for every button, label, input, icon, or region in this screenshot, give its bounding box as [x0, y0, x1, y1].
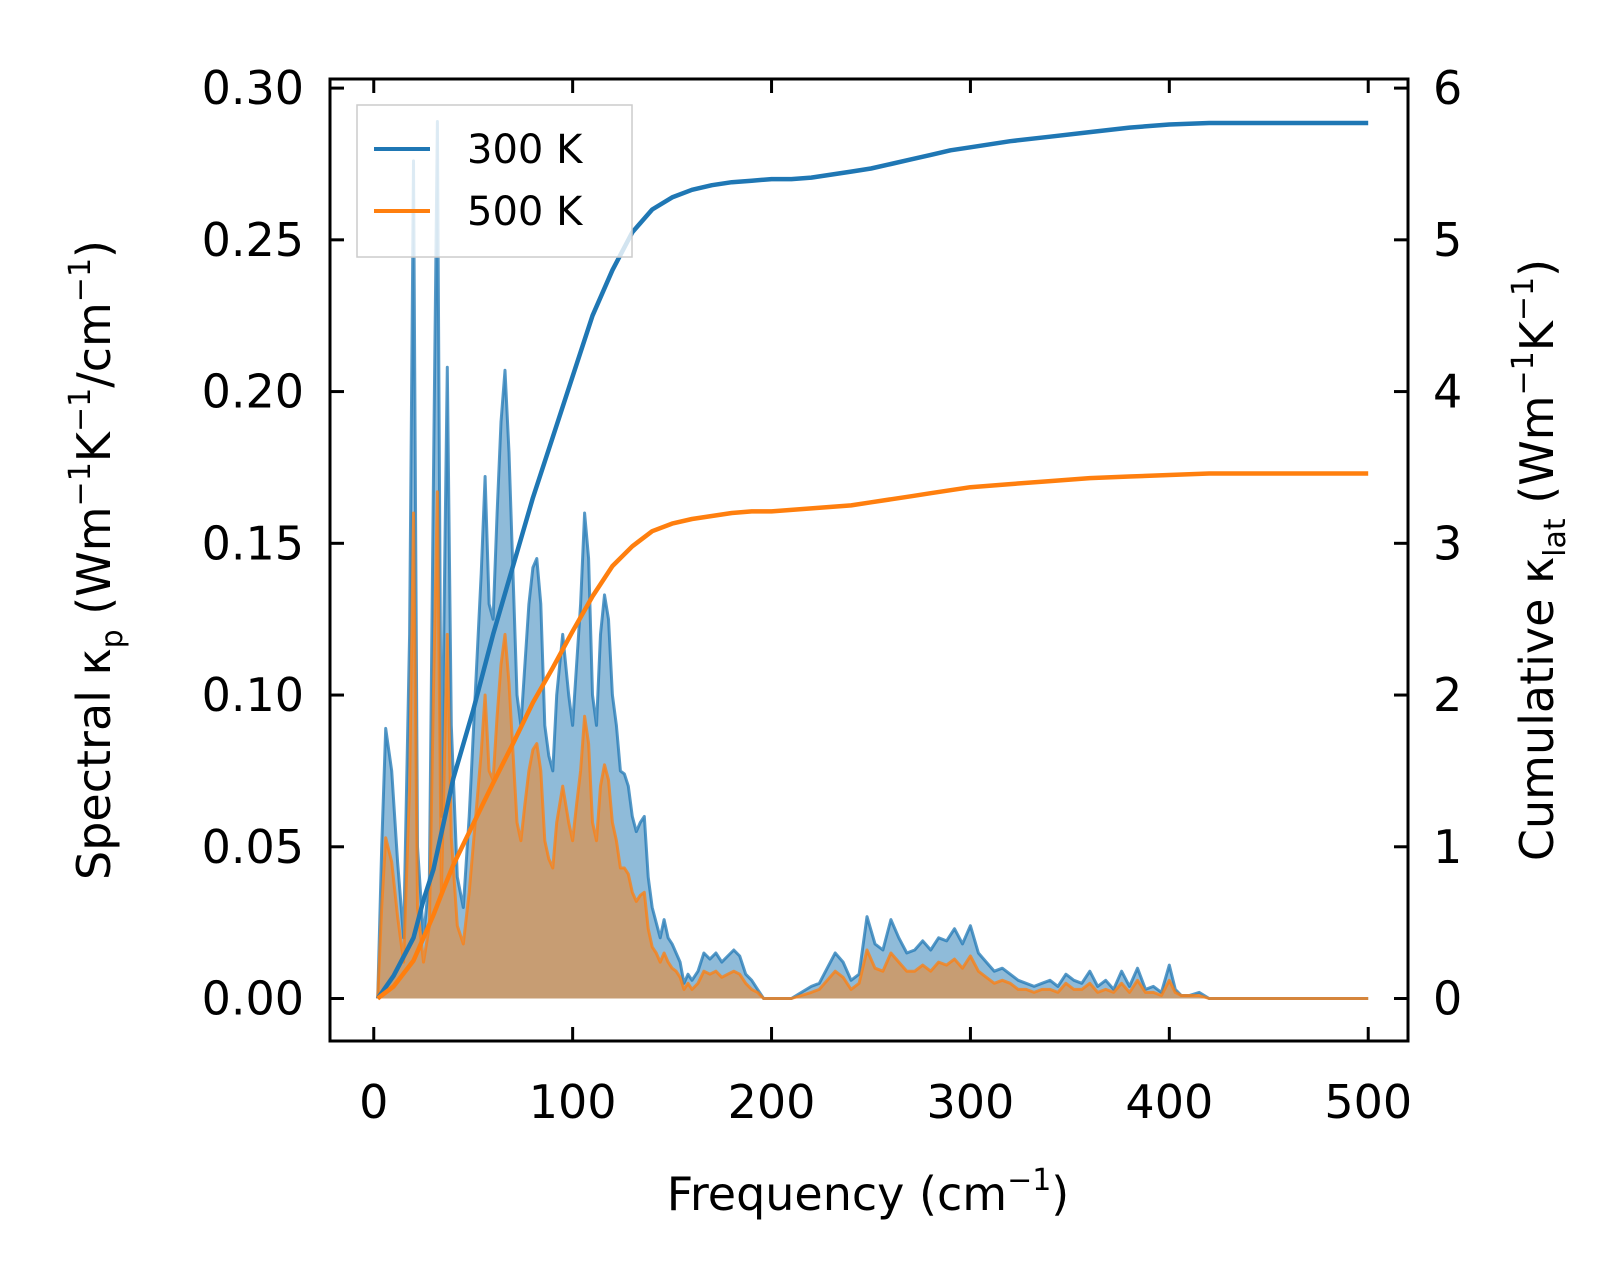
spectral-fills — [376, 120, 1369, 1000]
right-tick-label-6: 6 — [1433, 61, 1462, 115]
left-tick-label-3: 0.15 — [202, 516, 304, 570]
legend-label-300k: 300 K — [467, 127, 584, 173]
legend-label-500k: 500 K — [467, 189, 584, 235]
x-axis-ticks: 0 100 200 300 400 500 — [359, 79, 1412, 1129]
left-tick-label-1: 0.05 — [202, 820, 304, 874]
legend-box — [356, 104, 633, 258]
x-tick-label-0: 0 — [359, 1075, 388, 1129]
left-tick-label-0: 0.00 — [202, 972, 304, 1026]
x-tick-label-300: 300 — [927, 1075, 1015, 1129]
left-tick-label-4: 0.20 — [202, 365, 304, 419]
right-tick-label-3: 3 — [1433, 516, 1462, 570]
spectral-line-300k — [376, 120, 1369, 1000]
right-axis-ticks: 0 1 2 3 4 5 6 — [1394, 61, 1462, 1026]
left-axis-title: Spectral κp (Wm−1K−1/cm−1) — [63, 240, 130, 880]
x-tick-label-100: 100 — [529, 1075, 617, 1129]
x-axis-title: Frequency (cm−1) — [667, 1163, 1070, 1221]
cumulative-line-500k — [376, 471, 1369, 1001]
x-tick-label-400: 400 — [1125, 1075, 1213, 1129]
series-lines — [375, 120, 1369, 1001]
left-axis-ticks: 0.00 0.05 0.10 0.15 0.20 0.25 0.30 — [202, 61, 344, 1026]
plot-frame — [328, 77, 1410, 1043]
right-tick-label-2: 2 — [1433, 668, 1462, 722]
left-tick-label-2: 0.10 — [202, 668, 304, 722]
x-tick-label-500: 500 — [1324, 1075, 1412, 1129]
left-tick-label-6: 0.30 — [202, 61, 304, 115]
spectral-line-500k — [376, 490, 1369, 1000]
right-axis-title: Cumulative κlat (Wm−1K−1) — [1506, 259, 1573, 861]
x-tick-label-200: 200 — [728, 1075, 816, 1129]
left-tick-label-5: 0.25 — [202, 213, 304, 267]
right-tick-label-4: 4 — [1433, 365, 1462, 419]
right-tick-label-1: 1 — [1433, 820, 1462, 874]
legend: 300 K 500 K — [356, 104, 633, 258]
right-tick-label-5: 5 — [1433, 213, 1462, 267]
cumulative-line-300k — [375, 120, 1369, 1000]
right-tick-label-0: 0 — [1433, 972, 1462, 1026]
